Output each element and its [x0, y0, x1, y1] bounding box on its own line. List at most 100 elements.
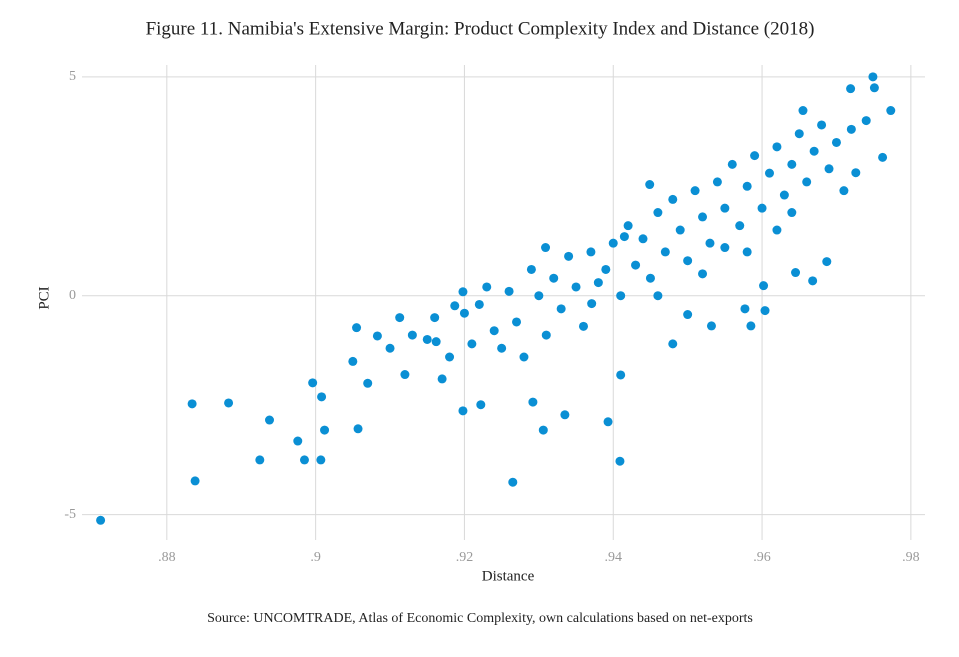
scatter-point [528, 397, 538, 407]
scatter-point [868, 72, 878, 82]
scatter-point [645, 273, 655, 283]
scatter-point [571, 282, 581, 292]
scatter-point [660, 247, 670, 257]
scatter-point [541, 243, 551, 253]
y-tick-label: 5 [69, 69, 76, 84]
scatter-point [476, 400, 486, 410]
scatter-point [683, 256, 693, 266]
scatter-point [526, 264, 536, 274]
scatter-point [705, 238, 715, 248]
scatter-point [668, 194, 678, 204]
scatter-point [653, 291, 663, 301]
scatter-point [742, 247, 752, 257]
scatter-point [564, 251, 574, 261]
scatter-point [264, 415, 274, 425]
scatter-point [619, 232, 629, 242]
scatter-point [458, 406, 468, 416]
x-tick-label: .92 [456, 550, 474, 565]
scatter-point [407, 330, 417, 340]
scatter-point [534, 291, 544, 301]
scatter-point [348, 356, 358, 366]
scatter-point [489, 326, 499, 336]
scatter-point [616, 370, 626, 380]
scatter-point [839, 186, 849, 196]
scatter-point [791, 268, 801, 278]
scatter-point [603, 417, 613, 427]
scatter-point [623, 221, 633, 231]
scatter-point [385, 343, 395, 353]
scatter-point [467, 339, 477, 349]
scatter-point [668, 339, 678, 349]
scatter-point [190, 476, 200, 486]
scatter-point [317, 392, 327, 402]
scatter-point [431, 337, 441, 347]
scatter-point [224, 398, 234, 408]
scatter-point [794, 129, 804, 139]
scatter-point [320, 425, 330, 435]
scatter-point [422, 334, 432, 344]
scatter-point [601, 264, 611, 274]
scatter-point [706, 321, 716, 331]
scatter-point [504, 286, 514, 296]
x-tick-label: .98 [902, 550, 920, 565]
scatter-point [96, 515, 106, 525]
scatter-point [653, 208, 663, 218]
chart-title: Figure 11. Namibia's Extensive Margin: P… [146, 18, 815, 39]
scatter-point [578, 321, 588, 331]
x-tick-label: .9 [310, 550, 321, 565]
y-axis-label: PCI [36, 286, 52, 309]
scatter-point [822, 257, 832, 267]
scatter-point [690, 186, 700, 196]
scatter-point [675, 225, 685, 235]
scatter-point [764, 168, 774, 178]
scatter-point [353, 424, 363, 434]
scatter-point [638, 234, 648, 244]
scatter-point [538, 425, 548, 435]
y-tick-label: 0 [69, 288, 76, 303]
scatter-point [437, 374, 447, 384]
scatter-point [824, 164, 834, 174]
scatter-point [560, 410, 570, 420]
scatter-point [742, 181, 752, 191]
scatter-point [817, 120, 827, 130]
scatter-point [787, 159, 797, 169]
scatter-point [727, 159, 737, 169]
x-axis-label: Distance [482, 568, 535, 584]
scatter-point [615, 456, 625, 466]
scatter-point [683, 310, 693, 320]
scatter-point [831, 137, 841, 147]
scatter-point [458, 287, 468, 297]
scatter-point [293, 436, 303, 446]
scatter-point [459, 308, 469, 318]
y-tick-label: -5 [64, 507, 76, 522]
scatter-point [720, 203, 730, 213]
scatter-point [787, 208, 797, 218]
scatter-point [746, 321, 756, 331]
scatter-point [720, 243, 730, 253]
scatter-point [474, 299, 484, 309]
scatter-point [482, 282, 492, 292]
scatter-point [798, 106, 808, 116]
scatter-point [549, 273, 559, 283]
scatter-point [645, 180, 655, 190]
scatter-point [740, 304, 750, 314]
x-tick-label: .96 [753, 550, 771, 565]
scatter-point [861, 116, 871, 126]
x-tick-label: .94 [604, 550, 622, 565]
scatter-point [541, 330, 551, 340]
scatter-point [372, 331, 382, 341]
scatter-point [851, 168, 861, 178]
scatter-point [497, 343, 507, 353]
scatter-point [587, 299, 597, 309]
scatter-point [772, 225, 782, 235]
scatter-point [508, 477, 518, 487]
scatter-point [631, 260, 641, 270]
scatter-point [698, 212, 708, 222]
scatter-point [395, 313, 405, 323]
x-tick-label: .88 [158, 550, 176, 565]
scatter-point [808, 276, 818, 286]
scatter-point [712, 177, 722, 187]
scatter-point [586, 247, 596, 257]
scatter-point [308, 378, 318, 388]
